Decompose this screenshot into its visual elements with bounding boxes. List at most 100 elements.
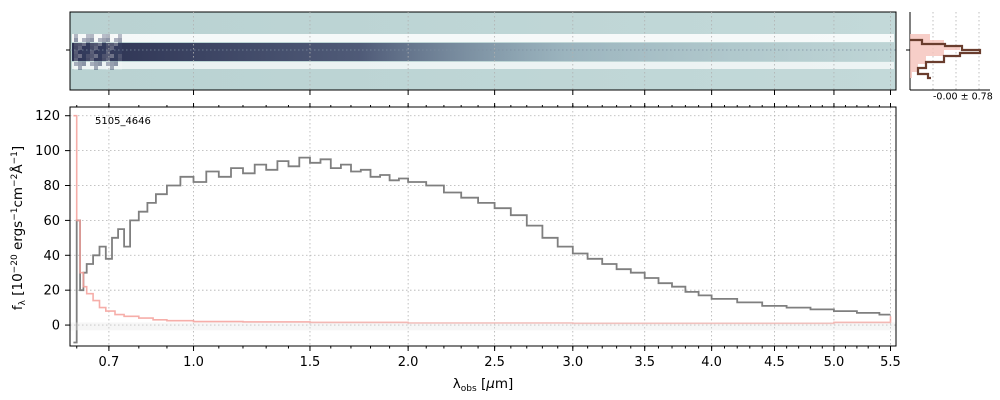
plot-frame xyxy=(69,106,897,347)
x-tick-label: 4.5 xyxy=(764,355,785,370)
spectrum-2d-noise-pixel xyxy=(74,62,78,66)
plot-area xyxy=(70,107,896,346)
spectrum-2d-noise-pixel xyxy=(98,50,102,54)
spectrum-2d-frame xyxy=(69,11,897,91)
spectrum-2d-noise-pixel xyxy=(94,50,98,54)
spectrum-2d-noise-pixel xyxy=(78,38,82,42)
spectrum-2d-trace xyxy=(72,43,894,61)
spectrum-2d-noise-pixel xyxy=(94,34,98,38)
x-ticks: 0.7 1.0 1.5 2.0 2.5 3.0 3.5 4.0 4.5 5.0 5.5 xyxy=(76,103,901,370)
spectrum-2d-noise-pixel xyxy=(90,46,94,50)
spectrum-2d-noise-pixel xyxy=(106,42,110,46)
spectrum-2d-noise-pixel xyxy=(106,54,110,58)
spectrum-2d-noise-pixel xyxy=(94,46,98,50)
spectrum-2d-noise-pixel xyxy=(118,54,122,58)
spectrum-2d-noise-pixel xyxy=(110,54,114,58)
spectrum-2d-noise-pixel xyxy=(74,46,78,50)
y-tick-label: 20 xyxy=(43,284,60,299)
spectrum-2d-noise-pixel xyxy=(118,66,122,70)
spectrum-2d-noise-pixel xyxy=(74,38,78,42)
x-tick-label: 2.0 xyxy=(398,355,419,370)
y-ticks: 0 20 40 60 80 100 120 xyxy=(35,109,70,334)
spectrum-2d-noise-pixel xyxy=(110,42,114,46)
spectrum-2d-noise-pixel xyxy=(98,46,102,50)
spectrum-2d-noise-pixel xyxy=(90,50,94,54)
spectrum-2d-noise-pixel xyxy=(82,50,86,54)
spectrum-2d-noise-pixel xyxy=(106,38,110,42)
spectrum-2d-noise-pixel xyxy=(98,62,102,66)
series-group xyxy=(70,114,896,344)
spectrum-2d-noise-pixel xyxy=(82,66,86,70)
spectrum-2d-noise-pixel xyxy=(74,42,78,46)
spectrum-2d-noise-pixel xyxy=(86,42,90,46)
spectrum-2d-noise-pixel xyxy=(114,42,118,46)
spectrum-2d-noise-pixel xyxy=(102,46,106,50)
spectrum-2d-noise-pixel xyxy=(74,66,78,70)
spectrum-2d-noise-pixel xyxy=(86,50,90,54)
grid-lines xyxy=(70,107,896,346)
spectrum-2d-noise-pixel xyxy=(114,34,118,38)
spectrum-2d-noise-pixel xyxy=(118,38,122,42)
spectrum-2d-noise-pixel xyxy=(110,46,114,50)
y-tick-label: 120 xyxy=(35,109,60,124)
spectrum-2d-noise-pixel xyxy=(106,66,110,70)
spectrum-2d-noise-pixel xyxy=(98,42,102,46)
spectrum-2d-lower-band xyxy=(72,62,894,69)
spectrum-2d-noise-pixel xyxy=(94,42,98,46)
spectrum-2d-noise-pixel xyxy=(114,46,118,50)
spectrum-2d-noise-pixel xyxy=(82,42,86,46)
spectrum-2d-panel xyxy=(66,11,897,95)
spectrum-1d-panel: 0.7 1.0 1.5 2.0 2.5 3.0 3.5 4.0 4.5 5.0 5.5 0 20 40 6… xyxy=(35,103,901,370)
spectrum-2d-noise-pixel xyxy=(118,46,122,50)
spectrum-2d-noise-pixel xyxy=(74,58,78,62)
spectrum-2d-noise-pixel xyxy=(86,66,90,70)
spectrum-2d-noise-pixel xyxy=(74,50,78,54)
spectrum-2d-noise-pixel xyxy=(102,50,106,54)
spectrum-2d-noise-pixel xyxy=(102,42,106,46)
spectrum-2d-noise-pixel xyxy=(86,34,90,38)
spectrum-2d-noise-pixel xyxy=(114,66,118,70)
spectrum-2d-noise-pixel xyxy=(114,54,118,58)
spectrum-2d-noise-pixel xyxy=(118,50,122,54)
spectrum-2d-noise-pixel xyxy=(102,58,106,62)
spectrum-2d-noise-pixel xyxy=(118,62,122,66)
spectrum-2d-upper-band xyxy=(72,34,894,42)
spectrum-2d-noise-pixel xyxy=(102,62,106,66)
spectrum-2d-noise-pixel xyxy=(90,54,94,58)
spectrum-2d-noise-pixel xyxy=(74,54,78,58)
spectrum-2d-noise-pixel xyxy=(86,58,90,62)
spectrum-2d-noise-pixel xyxy=(106,34,110,38)
spectrum-2d-noise-pixel xyxy=(110,38,114,42)
spectrum-2d-noise-pixel xyxy=(78,50,82,54)
spectrum-2d-noise-pixel xyxy=(90,62,94,66)
spectrum-2d-noise-pixel xyxy=(86,62,90,66)
spectrum-2d-noise-pixel xyxy=(98,34,102,38)
spectrum-2d-noise-pixel xyxy=(94,58,98,62)
spectrum-2d-noise-pixel xyxy=(78,62,82,66)
spectrum-2d-noise-pixel xyxy=(94,38,98,42)
x-tick-label: 3.5 xyxy=(634,355,655,370)
profile-histogram-panel: -0.00 ± 0.78 xyxy=(906,12,993,102)
spectrum-2d-noise-pixel xyxy=(78,54,82,58)
x-axis-label: λobs [μm] xyxy=(453,376,514,394)
profile-annotation: -0.00 ± 0.78 xyxy=(933,91,993,102)
flux-series-line xyxy=(73,156,891,344)
spectrum-2d-noise-pixel xyxy=(78,34,82,38)
x-tick-label: 1.5 xyxy=(300,355,321,370)
spectrum-2d-noise-pixel xyxy=(90,38,94,42)
y-tick-label: 60 xyxy=(43,214,60,229)
spectrum-2d-noise-pixel xyxy=(118,42,122,46)
spectrum-2d-noise-pixel xyxy=(82,46,86,50)
spectrum-2d-noise-pixel xyxy=(86,46,90,50)
spectrum-2d-noise-pixel xyxy=(118,58,122,62)
x-tick-label: 0.7 xyxy=(99,355,120,370)
error-series-line xyxy=(73,114,892,325)
spectrum-2d-noise-pixel xyxy=(90,58,94,62)
spectrum-2d-noise-pixel xyxy=(78,46,82,50)
spectrum-2d-noise-pixel xyxy=(90,42,94,46)
profile-data-steps xyxy=(910,38,982,80)
spectrum-2d-noise-pixel xyxy=(114,38,118,42)
spectrum-2d-noise-pixel xyxy=(106,62,110,66)
spectrum-2d-noise-pixel xyxy=(114,50,118,54)
